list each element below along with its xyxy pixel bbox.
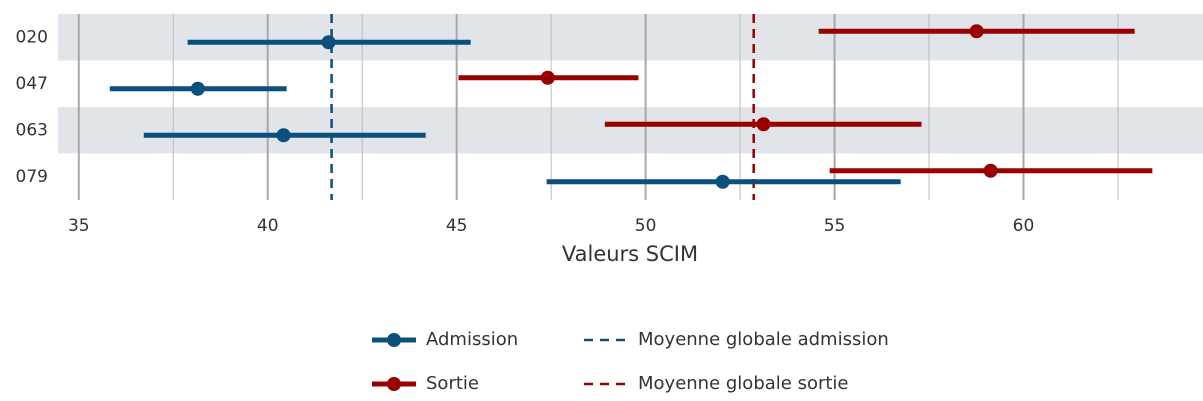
x-tick-label: 40 xyxy=(257,216,279,236)
point xyxy=(969,24,984,39)
x-axis-label: Valeurs SCIM xyxy=(562,242,698,266)
row-band xyxy=(58,107,1203,154)
point xyxy=(321,35,336,50)
x-tick-label: 55 xyxy=(824,216,846,236)
legend-label: Moyenne globale sortie xyxy=(638,373,849,394)
x-tick-label: 35 xyxy=(68,216,90,236)
point xyxy=(983,163,998,178)
x-tick-label: 50 xyxy=(635,216,657,236)
y-tick-label: 047 xyxy=(16,74,48,94)
y-tick-label: 063 xyxy=(16,120,48,140)
point xyxy=(715,174,730,189)
x-tick-label: 60 xyxy=(1013,216,1035,236)
legend-swatch-dot xyxy=(387,333,401,347)
legend-label: Admission xyxy=(426,329,518,350)
legend-label: Sortie xyxy=(426,373,479,394)
row-band xyxy=(58,14,1203,61)
point xyxy=(276,128,291,143)
y-tick-label: 020 xyxy=(16,27,48,47)
legend-swatch-dot xyxy=(387,377,401,391)
point xyxy=(756,117,771,132)
x-tick-label: 45 xyxy=(446,216,468,236)
point xyxy=(190,81,205,96)
point xyxy=(540,70,555,85)
legend-label: Moyenne globale admission xyxy=(638,329,889,350)
y-tick-label: 079 xyxy=(16,167,48,187)
